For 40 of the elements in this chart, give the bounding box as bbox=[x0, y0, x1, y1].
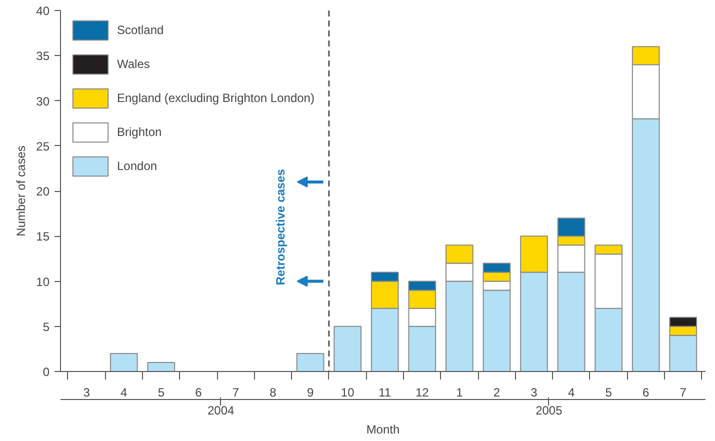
y-tick-label: 35 bbox=[36, 49, 50, 64]
y-tick-label: 30 bbox=[36, 94, 50, 108]
y-tick-label: 5 bbox=[42, 320, 50, 334]
legend-label: Wales bbox=[117, 57, 150, 71]
y-tick-label: 40 bbox=[36, 4, 50, 18]
y-tick-label: 25 bbox=[36, 139, 50, 154]
x-tick-label: 4 bbox=[568, 386, 575, 400]
x-axis-title: Month bbox=[366, 422, 400, 436]
y-tick-label: 20 bbox=[36, 184, 50, 198]
x-tick-label: 8 bbox=[270, 386, 277, 400]
legend-label: Brighton bbox=[117, 125, 162, 139]
legend-label: England (excluding Brighton London) bbox=[117, 91, 314, 105]
x-tick-label: 7 bbox=[232, 386, 240, 400]
legend-label: London bbox=[117, 159, 158, 173]
text: 2005 bbox=[536, 404, 563, 418]
x-tick-label: 3 bbox=[83, 386, 90, 400]
x-tick-label: 9 bbox=[306, 386, 314, 400]
annotation: Retrospective cases bbox=[273, 168, 288, 286]
x-tick-label: 4 bbox=[120, 386, 128, 400]
y-tick-label: 15 bbox=[36, 230, 50, 244]
bar bbox=[334, 326, 362, 372]
x-tick-label: 2 bbox=[493, 386, 500, 400]
bar bbox=[296, 352, 324, 372]
y-tick-label: 0 bbox=[42, 365, 50, 379]
x-tick-label: 11 bbox=[378, 386, 392, 400]
x-tick-label: 12 bbox=[415, 386, 430, 400]
x-tick-label: 6 bbox=[195, 386, 202, 400]
x-tick-label: 6 bbox=[642, 386, 650, 400]
x-tick-label: 3 bbox=[530, 386, 538, 400]
bar bbox=[110, 352, 138, 372]
legend-label: Scotland bbox=[117, 23, 164, 37]
x-tick-label: 5 bbox=[605, 386, 612, 400]
y-tick-label: 10 bbox=[36, 274, 50, 289]
x-tick-label: 10 bbox=[340, 386, 355, 400]
x-tick-label: 5 bbox=[158, 386, 165, 400]
y-axis-title: Number of cases bbox=[14, 146, 28, 236]
bar bbox=[147, 362, 176, 372]
x-tick-label: 1 bbox=[456, 386, 464, 400]
text: 2004 bbox=[207, 404, 234, 418]
x-tick-label: 7 bbox=[680, 386, 687, 400]
